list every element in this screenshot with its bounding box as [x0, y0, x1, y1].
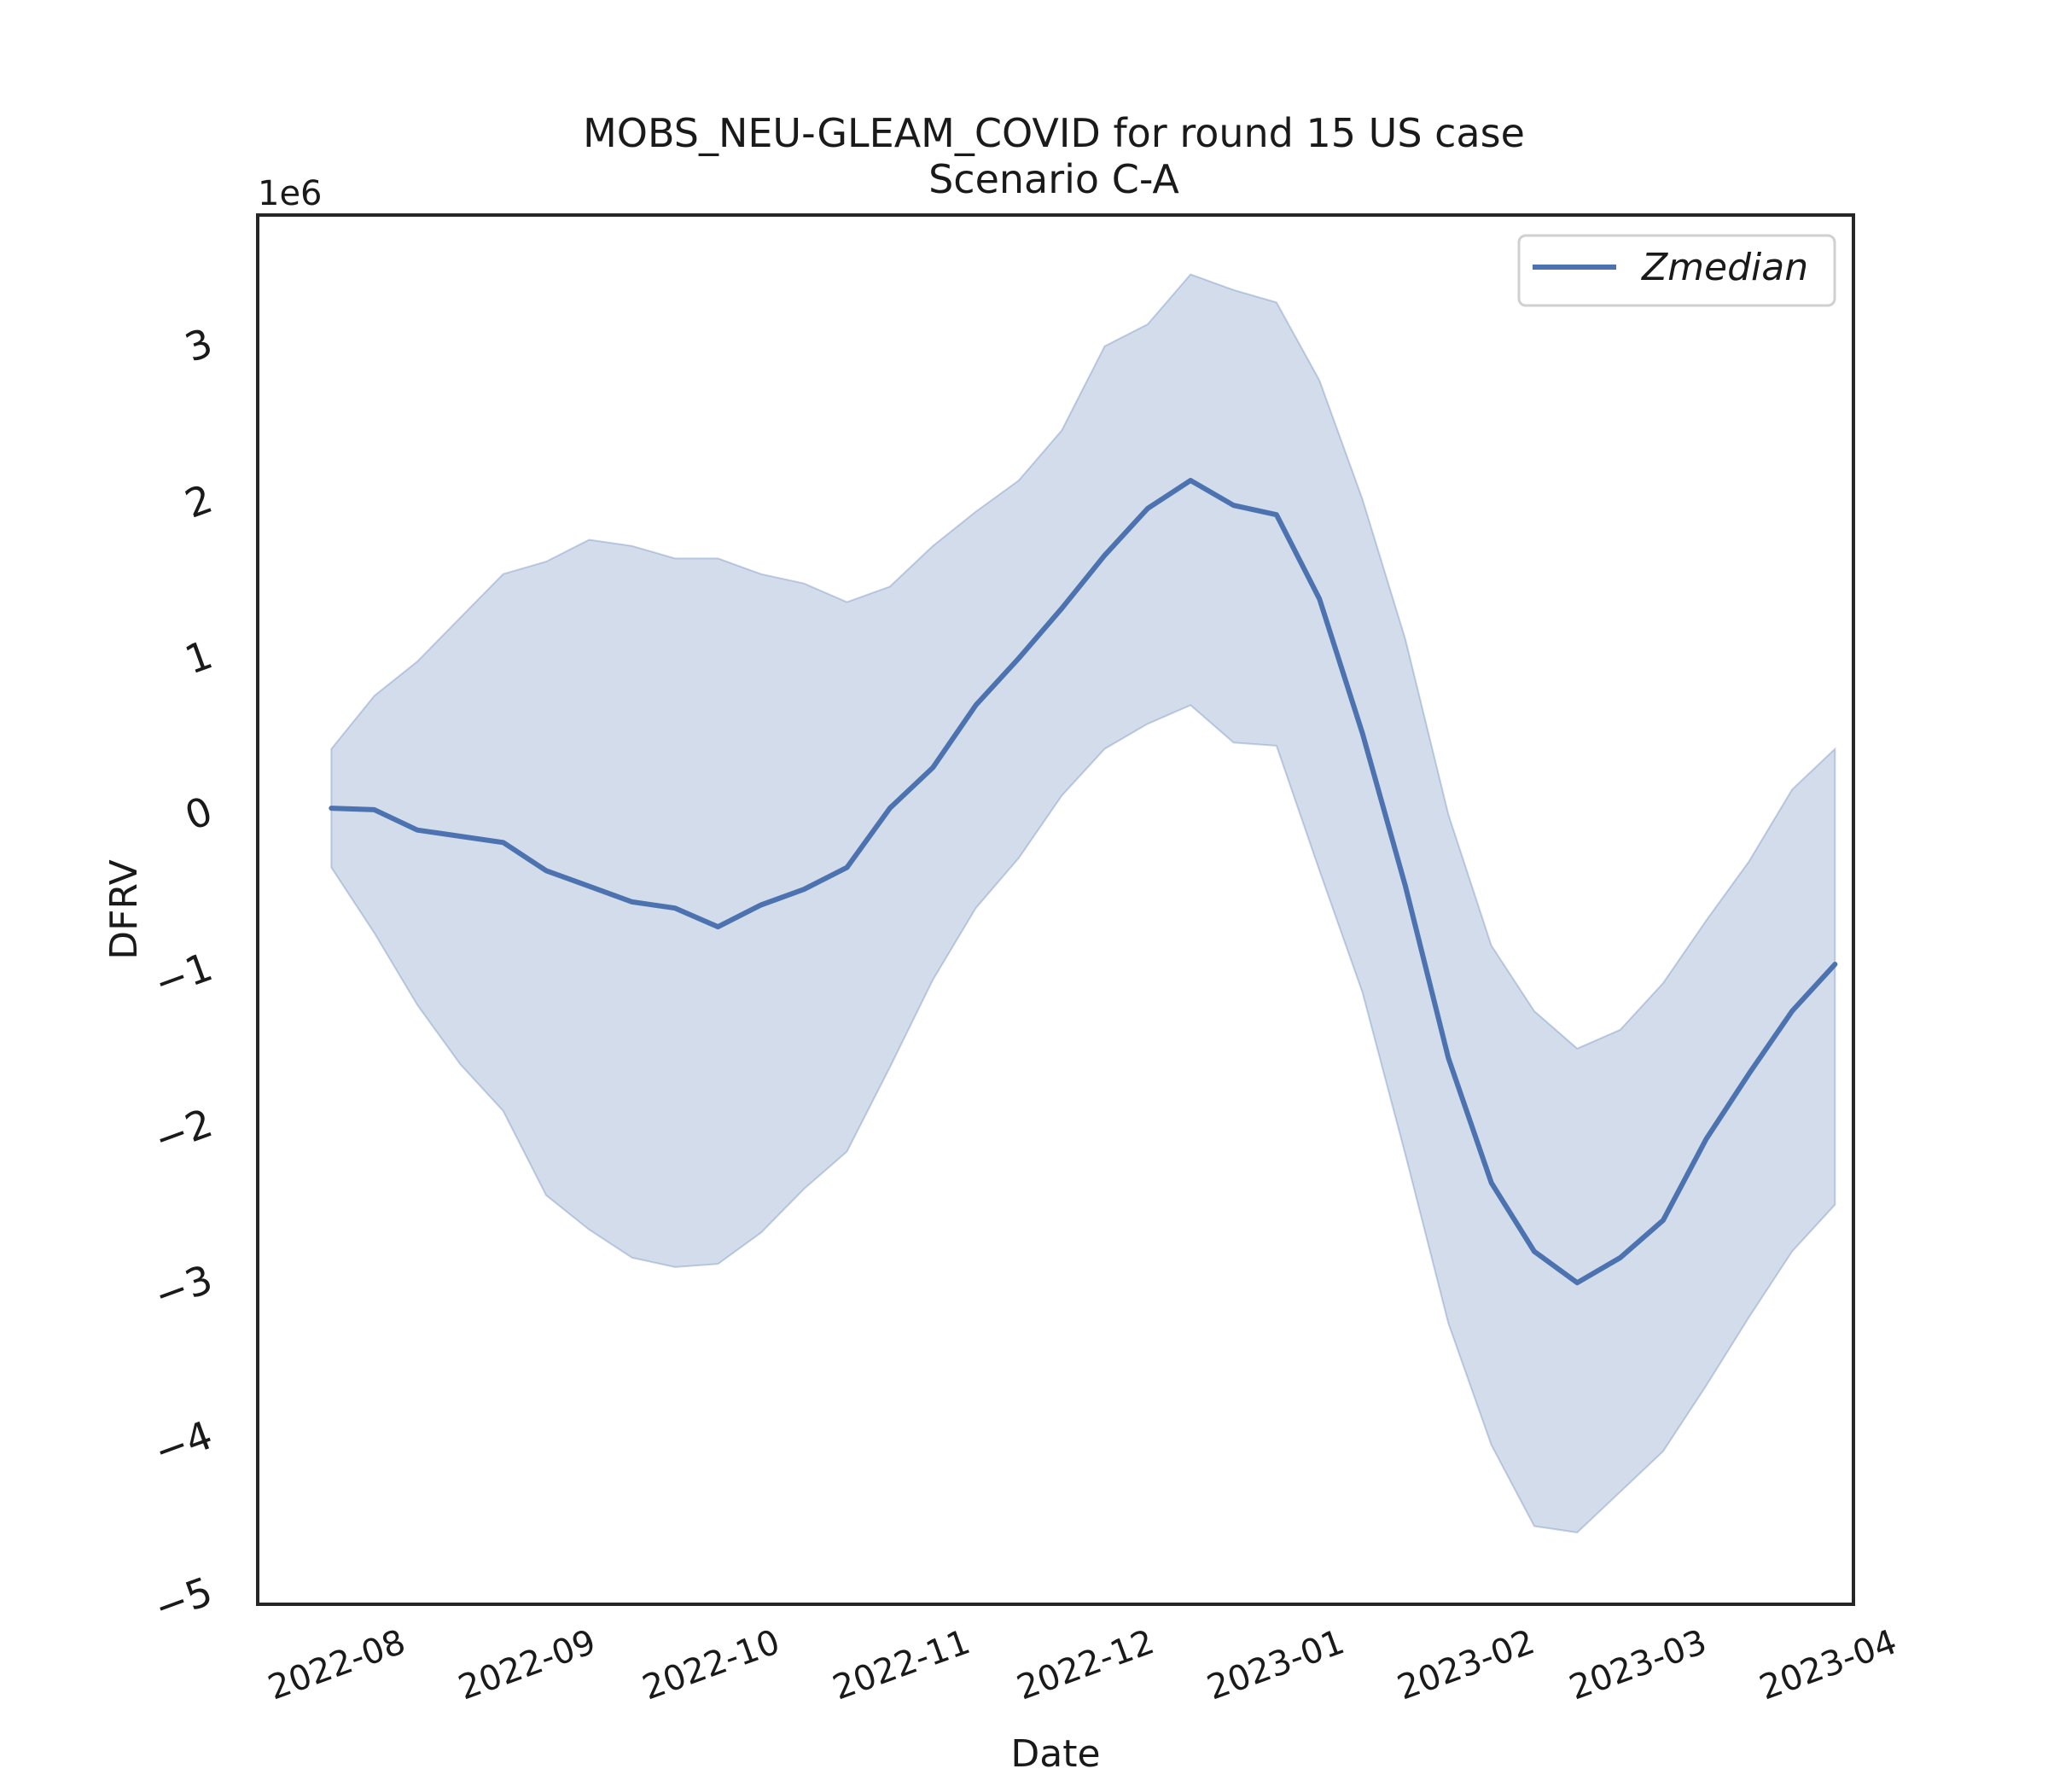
x-tick-label: 2022-12: [1012, 1622, 1160, 1708]
x-tick-label: 2022-09: [453, 1622, 601, 1708]
y-tick-label: −4: [148, 1411, 218, 1475]
y-tick-label: −2: [148, 1099, 218, 1162]
plot-area: [329, 273, 1838, 1533]
y-ticks: 3 2 1 0 −1 −2 −3 −4 −5: [148, 319, 218, 1631]
x-tick-label: 2023-01: [1202, 1622, 1350, 1708]
x-tick-label: 2023-04: [1754, 1622, 1902, 1708]
confidence-band: [330, 273, 1836, 1533]
y-tick-label: 3: [179, 319, 218, 371]
y-tick-label: −1: [148, 944, 218, 1007]
x-tick-label: 2023-03: [1564, 1622, 1712, 1708]
y-offset-label: 1e6: [258, 174, 323, 213]
y-tick-label: 0: [179, 788, 218, 840]
y-axis-label: DFRV: [102, 859, 146, 959]
chart-title: MOBS_NEU-GLEAM_COVID for round 15 US cas…: [583, 110, 1525, 156]
x-tick-label: 2022-11: [828, 1622, 975, 1708]
x-tick-label: 2023-02: [1393, 1622, 1540, 1708]
legend-label-zmedian: Zmedian: [1641, 246, 1808, 289]
series-line-zmedian: [329, 478, 1838, 1286]
y-tick-label: −5: [148, 1568, 218, 1631]
legend-box: [1517, 234, 1836, 307]
y-tick-label: −3: [148, 1255, 218, 1318]
legend: Zmedian: [1517, 234, 1836, 307]
x-axis-label: Date: [1010, 1732, 1100, 1776]
x-tick-label: 2022-08: [263, 1622, 410, 1708]
y-tick-label: 2: [179, 475, 218, 527]
x-ticks: 2022-08 2022-09 2022-10 2022-11 2022-12 2023-…: [263, 1622, 1901, 1708]
x-tick-label: 2022-10: [637, 1622, 785, 1708]
chart-subtitle: Scenario C-A: [928, 156, 1179, 202]
y-tick-label: 1: [179, 631, 218, 684]
axes-frame: [256, 213, 1855, 1606]
